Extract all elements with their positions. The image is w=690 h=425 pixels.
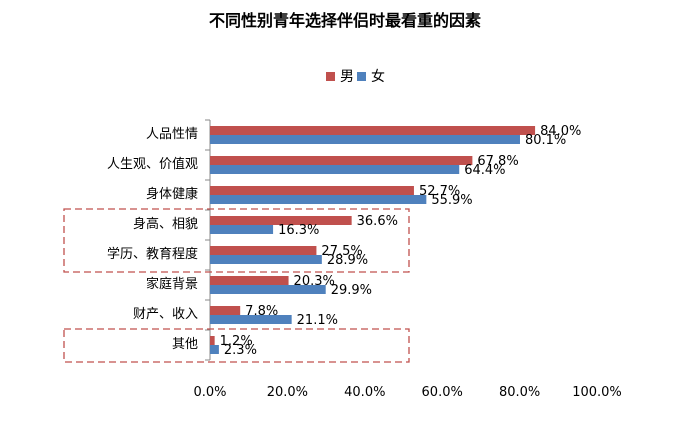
- x-tick-label: 100.0%: [572, 385, 622, 400]
- bar-male: [210, 216, 352, 225]
- category-label: 财产、收入: [133, 307, 198, 322]
- data-label-female: 16.3%: [278, 223, 319, 238]
- chart-title: 不同性别青年选择伴侣时最看重的因素: [209, 11, 481, 30]
- data-label-female: 21.1%: [297, 313, 338, 328]
- bar-male: [210, 186, 414, 195]
- data-label-male: 67.8%: [477, 154, 518, 169]
- x-tick-label: 60.0%: [422, 385, 463, 400]
- bar-female: [210, 315, 292, 324]
- category-label: 家庭背景: [146, 276, 198, 292]
- data-label-male: 1.2%: [220, 334, 253, 349]
- bar-female: [210, 255, 322, 264]
- x-tick-label: 0.0%: [193, 385, 226, 400]
- legend-swatch-1: [326, 72, 335, 81]
- plot-area: 0.0% 20.0% 40.0% 60.0% 80.0% 100.0% 人品性情 84.0%8…: [63, 119, 622, 400]
- x-tick-label: 20.0%: [267, 385, 308, 400]
- category-label: 其他: [172, 337, 198, 352]
- bar-female: [210, 225, 274, 234]
- bar-male: [210, 156, 473, 165]
- bar-female: [210, 285, 326, 294]
- highlight-box: [63, 328, 410, 363]
- bar-female: [210, 195, 427, 204]
- legend: 男女: [326, 68, 385, 85]
- data-label-female: 29.9%: [331, 283, 372, 298]
- data-label-female: 2.3%: [224, 343, 257, 358]
- data-label-male: 52.7%: [419, 184, 460, 199]
- data-label-female: 55.9%: [431, 193, 472, 208]
- bar-male: [210, 306, 241, 315]
- data-label-male: 27.5%: [321, 244, 362, 259]
- x-tick-label: 80.0%: [499, 385, 540, 400]
- legend-label-1: 男: [340, 69, 354, 85]
- data-label-female: 28.9%: [327, 253, 368, 268]
- bar-female: [210, 135, 520, 144]
- data-label-female: 64.4%: [464, 163, 505, 178]
- data-label-male: 36.6%: [357, 214, 398, 229]
- legend-label-2: 女: [371, 68, 385, 85]
- x-tick-label: 40.0%: [344, 385, 385, 400]
- bar-male: [210, 336, 215, 345]
- category-label: 人品性情: [146, 127, 198, 142]
- bar-female: [210, 165, 460, 174]
- category-label: 身体健康: [146, 186, 198, 202]
- data-label-female: 80.1%: [525, 133, 566, 148]
- legend-swatch-2: [357, 72, 366, 81]
- bar-male: [210, 276, 289, 285]
- category-label: 身高、相貌: [133, 216, 198, 232]
- category-label: 人生观、价值观: [107, 156, 198, 172]
- bar-male: [210, 246, 317, 255]
- bar-female: [210, 345, 219, 354]
- category-label: 学历、教育程度: [107, 246, 198, 262]
- highlight-box: [63, 208, 410, 273]
- bar-male: [210, 126, 536, 135]
- data-label-male: 84.0%: [540, 124, 581, 139]
